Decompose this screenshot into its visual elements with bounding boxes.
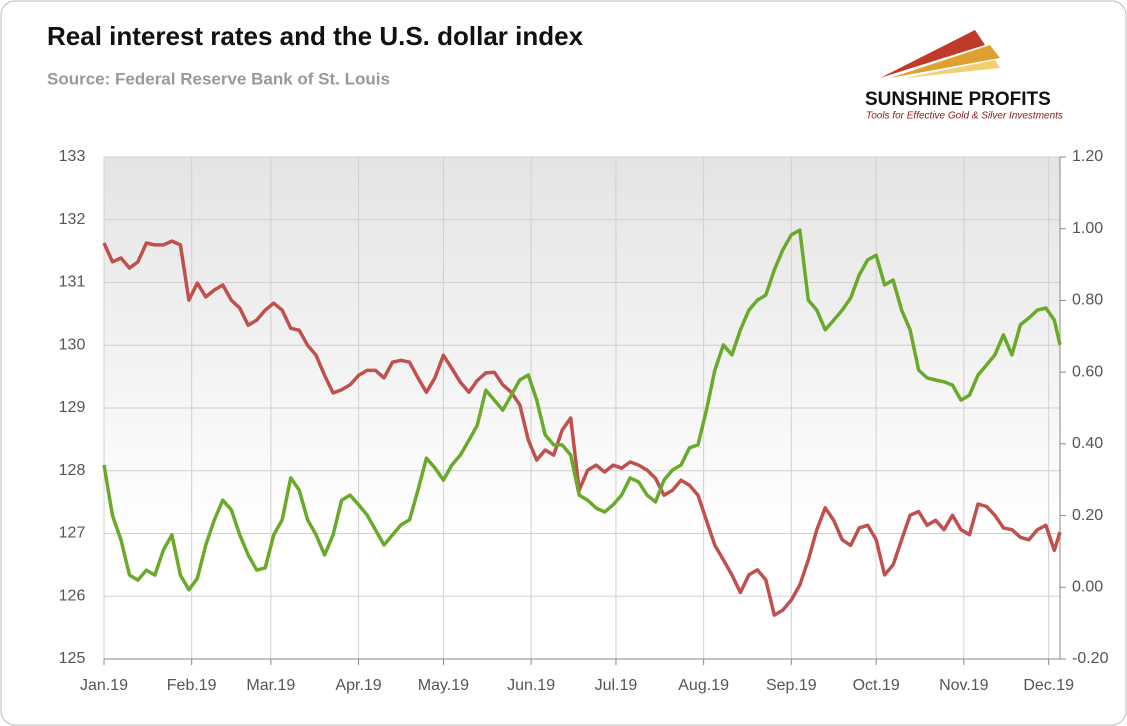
x-tick-label: Nov.19 xyxy=(939,677,989,694)
y2-tick-label: 0.60 xyxy=(1072,363,1103,380)
logo: SUNSHINE PROFITS Tools for Effective Gol… xyxy=(865,30,1063,122)
x-tick-label: Apr.19 xyxy=(335,677,381,694)
series-line xyxy=(102,239,1062,617)
y2-tick-label: -0.20 xyxy=(1072,650,1109,667)
x-tick-label: Oct.19 xyxy=(853,677,900,694)
logo-swoosh xyxy=(880,30,985,78)
y2-tick-label: 0.40 xyxy=(1072,435,1103,452)
y2-tick-label: 1.20 xyxy=(1072,148,1103,165)
logo-text: SUNSHINE PROFITS xyxy=(865,89,1051,110)
y-tick-label: 132 xyxy=(59,211,86,228)
x-tick-label: Feb.19 xyxy=(167,677,217,694)
x-tick-label: Sep.19 xyxy=(766,677,817,694)
logo-swoosh xyxy=(890,45,1000,78)
y-tick-label: 129 xyxy=(59,399,86,416)
y-tick-label: 131 xyxy=(59,274,86,291)
x-tick-label: May.19 xyxy=(418,677,469,694)
series-line xyxy=(102,228,1062,592)
y-tick-label: 133 xyxy=(59,148,86,165)
y-tick-label: 127 xyxy=(59,525,86,542)
chart-subtitle: Source: Federal Reserve Bank of St. Loui… xyxy=(47,69,390,88)
y2-tick-label: 0.80 xyxy=(1072,292,1103,309)
chart-title: Real interest rates and the U.S. dollar … xyxy=(47,21,584,51)
y-tick-label: 130 xyxy=(59,336,86,353)
logo-tagline: Tools for Effective Gold & Silver Invest… xyxy=(866,111,1063,122)
x-tick-label: Jul.19 xyxy=(595,677,638,694)
x-tick-label: Dec.19 xyxy=(1023,677,1074,694)
x-tick-label: Mar.19 xyxy=(246,677,295,694)
logo-swoosh xyxy=(905,60,1000,78)
y2-tick-label: 0.20 xyxy=(1072,507,1103,524)
y2-tick-label: 1.00 xyxy=(1072,220,1103,237)
x-tick-label: Jan.19 xyxy=(80,677,128,694)
y2-tick-label: 0.00 xyxy=(1072,579,1103,596)
x-tick-label: Aug.19 xyxy=(678,677,729,694)
y-tick-label: 126 xyxy=(59,587,86,604)
x-tick-label: Jun.19 xyxy=(507,677,555,694)
y-tick-label: 125 xyxy=(59,650,86,667)
y-tick-label: 128 xyxy=(59,462,86,479)
